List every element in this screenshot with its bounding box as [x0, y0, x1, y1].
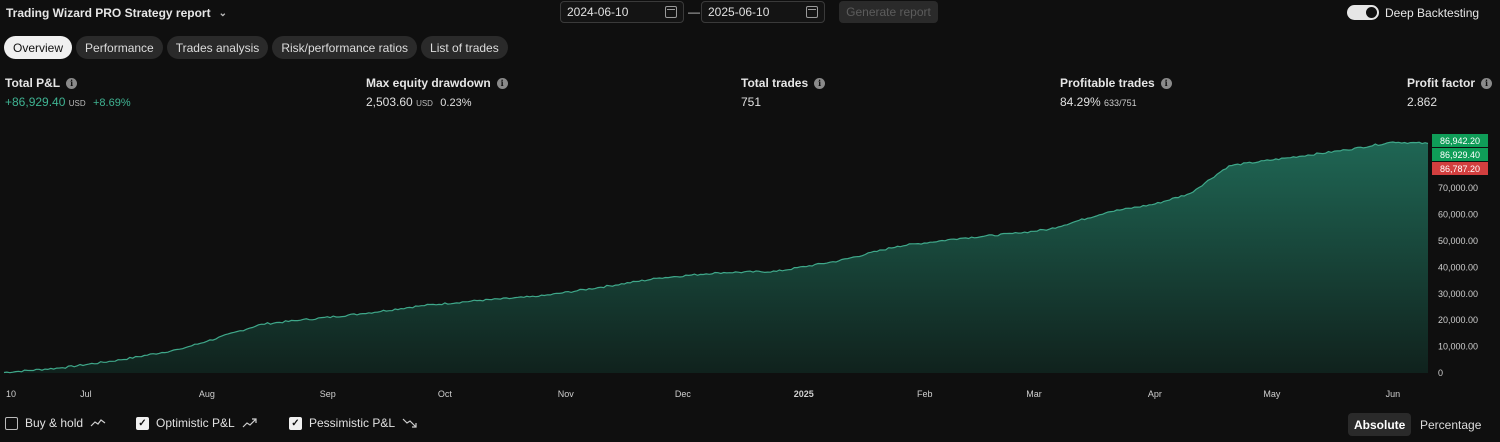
tab-overview[interactable]: Overview: [4, 36, 73, 59]
tab-trades-analysis[interactable]: Trades analysis: [166, 36, 269, 59]
info-icon[interactable]: i: [496, 77, 508, 89]
total-pl-unit: USD: [68, 99, 86, 108]
x-axis-tick: Aug: [199, 389, 215, 399]
profit-factor-title: Profit factor: [1407, 76, 1476, 90]
pessimistic-pl-label: Pessimistic P&L: [309, 416, 396, 430]
info-icon[interactable]: i: [1160, 77, 1172, 89]
total-pl-label: Total P&L i: [5, 76, 78, 90]
date-from-value: 2024-06-10: [567, 5, 629, 19]
info-icon[interactable]: i: [814, 77, 826, 89]
x-axis-tick: Feb: [917, 389, 933, 399]
trend-down-icon: [402, 418, 417, 428]
y-axis-tick: 10,000.00: [1438, 342, 1478, 352]
pessimistic-pl-checkbox[interactable]: ✓: [289, 416, 302, 430]
pessimistic-value-badge: 86,787.20: [1432, 162, 1488, 175]
profitable-trades-ratio: 633/751: [1104, 98, 1137, 108]
calendar-icon[interactable]: [806, 6, 818, 18]
x-axis-tick: 10: [6, 389, 16, 399]
x-axis-tick: May: [1263, 389, 1281, 399]
y-axis-tick: 20,000.00: [1438, 315, 1478, 325]
x-axis-tick: 2025: [794, 389, 814, 399]
y-axis-tick: 50,000.00: [1438, 236, 1478, 246]
y-axis-tick: 30,000.00: [1438, 289, 1478, 299]
total-trades-value: 751: [741, 95, 762, 109]
deep-backtesting-toggle[interactable]: [1347, 5, 1379, 20]
pessimistic-pl-toggle[interactable]: ✓ Pessimistic P&L: [289, 416, 418, 430]
info-icon[interactable]: i: [66, 77, 78, 89]
date-to-field[interactable]: 2025-06-10: [701, 1, 825, 23]
x-axis-tick: Mar: [1026, 389, 1042, 399]
max-drawdown-percent: 0.23%: [440, 97, 472, 109]
equity-line: [3, 141, 1429, 374]
x-axis-tick: Dec: [675, 389, 692, 399]
date-from-field[interactable]: 2024-06-10: [560, 1, 684, 23]
y-axis-tick: 0: [1438, 368, 1443, 378]
y-axis-tick: 70,000.00: [1438, 183, 1478, 193]
total-pl-value: +86,929.40 USD +8.69%: [5, 95, 131, 109]
buy-hold-line-icon: [90, 419, 106, 427]
y-axis-tick: 60,000.00: [1438, 210, 1478, 220]
max-drawdown-unit: USD: [416, 99, 433, 108]
report-title: Trading Wizard PRO Strategy report: [6, 6, 211, 20]
max-drawdown-label: Max equity drawdown i: [366, 76, 508, 90]
optimistic-pl-label: Optimistic P&L: [156, 416, 235, 430]
total-pl-percent: +8.69%: [92, 97, 131, 109]
x-axis-tick: Sep: [320, 389, 336, 399]
tab-risk-performance-ratios[interactable]: Risk/performance ratios: [272, 36, 418, 59]
x-axis-tick: Jun: [1386, 389, 1401, 399]
percentage-mode-button[interactable]: Percentage: [1420, 417, 1482, 432]
calendar-icon[interactable]: [665, 6, 677, 18]
current-value-badge: 86,929.40: [1432, 148, 1488, 161]
buy-hold-toggle[interactable]: Buy & hold: [5, 416, 106, 430]
info-icon[interactable]: i: [1481, 77, 1493, 89]
equity-area: [4, 142, 1428, 373]
report-title-dropdown[interactable]: Trading Wizard PRO Strategy report ⌄: [6, 5, 227, 21]
x-axis-tick: Jul: [80, 389, 92, 399]
x-axis-tick: Nov: [558, 389, 575, 399]
max-drawdown-title: Max equity drawdown: [366, 76, 491, 90]
date-separator: —: [688, 5, 700, 19]
x-axis-tick: Apr: [1148, 389, 1162, 399]
tab-list-of-trades[interactable]: List of trades: [421, 36, 508, 59]
trend-up-icon: [242, 418, 257, 428]
deep-backtesting-label: Deep Backtesting: [1385, 6, 1480, 20]
profit-factor-value: 2.862: [1407, 95, 1438, 109]
profitable-trades-value: 84.29% 633/751: [1060, 95, 1137, 109]
max-drawdown-amount: 2,503.60: [366, 95, 413, 109]
generate-report-button[interactable]: Generate report: [839, 1, 938, 23]
y-axis-tick: 40,000.00: [1438, 262, 1478, 272]
total-trades-label: Total trades i: [741, 76, 826, 90]
optimistic-value-badge: 86,942.20: [1432, 134, 1488, 147]
toggle-knob: [1366, 7, 1377, 18]
tab-performance[interactable]: Performance: [76, 36, 163, 59]
profit-factor-label: Profit factor i: [1407, 76, 1493, 90]
profitable-trades-label: Profitable trades i: [1060, 76, 1172, 90]
chevron-down-icon: ⌄: [218, 7, 227, 19]
buy-hold-checkbox[interactable]: [5, 416, 18, 430]
x-axis-tick: Oct: [438, 389, 453, 399]
absolute-mode-button[interactable]: Absolute: [1348, 413, 1412, 436]
date-to-value: 2025-06-10: [708, 5, 770, 19]
buy-hold-label: Buy & hold: [25, 416, 84, 430]
optimistic-pl-checkbox[interactable]: ✓: [136, 416, 149, 430]
profitable-trades-title: Profitable trades: [1060, 76, 1155, 90]
total-trades-title: Total trades: [741, 76, 809, 90]
profitable-trades-percent: 84.29%: [1060, 95, 1101, 109]
report-tabs: Overview Performance Trades analysis Ris…: [4, 36, 508, 59]
equity-chart[interactable]: 0 10,000.00 20,000.00 30,000.00 40,000.00 50,…: [0, 128, 1500, 403]
max-drawdown-value: 2,503.60 USD 0.23%: [366, 95, 472, 109]
total-pl-amount: +86,929.40: [5, 95, 66, 109]
optimistic-pl-toggle[interactable]: ✓ Optimistic P&L: [136, 416, 258, 430]
total-pl-title: Total P&L: [5, 76, 61, 90]
